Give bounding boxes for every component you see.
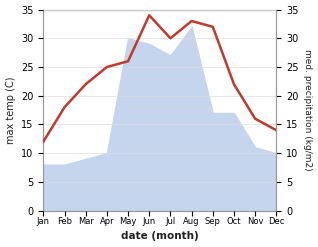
Y-axis label: max temp (C): max temp (C) [5, 76, 16, 144]
Y-axis label: med. precipitation (kg/m2): med. precipitation (kg/m2) [303, 49, 313, 171]
X-axis label: date (month): date (month) [121, 231, 199, 242]
